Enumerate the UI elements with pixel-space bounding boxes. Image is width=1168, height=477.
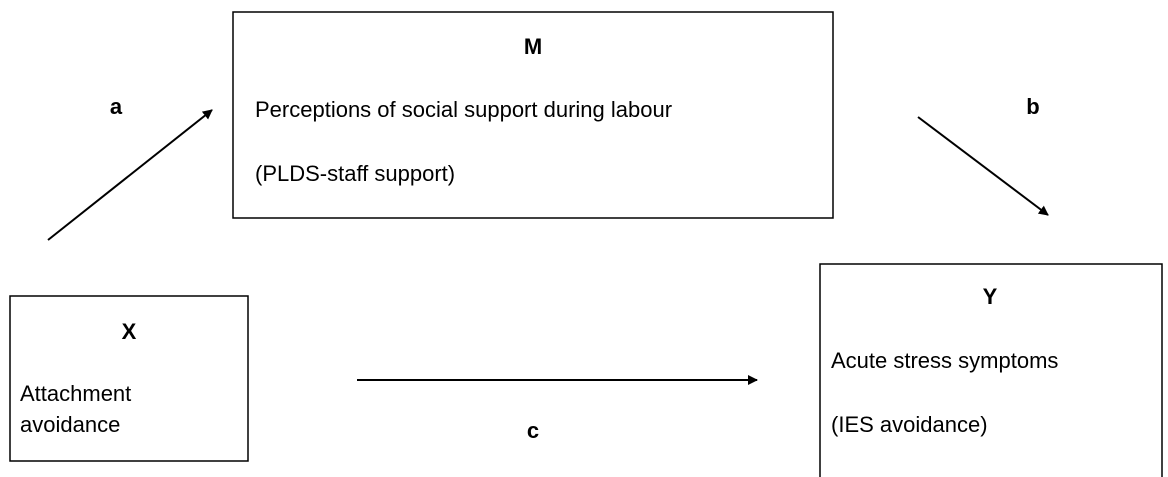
arrow: [47, 109, 213, 241]
node-text: avoidance: [20, 412, 120, 437]
node-text: (PLDS-staff support): [255, 161, 455, 186]
node-label: X: [122, 319, 137, 344]
arrow: [917, 116, 1049, 216]
node-box: [232, 11, 834, 219]
node-box: [819, 263, 1163, 477]
node-text: Acute stress symptoms: [831, 348, 1058, 373]
node-text: Perceptions of social support during lab…: [255, 97, 672, 122]
edge-label: c: [527, 418, 539, 443]
node-text: (IES avoidance): [831, 412, 988, 437]
edge-label: b: [1026, 94, 1039, 119]
node-box: [9, 295, 249, 462]
node-label: Y: [983, 284, 998, 309]
edge-label: a: [110, 94, 123, 119]
node-text: Attachment: [20, 381, 131, 406]
node-label: M: [524, 34, 542, 59]
